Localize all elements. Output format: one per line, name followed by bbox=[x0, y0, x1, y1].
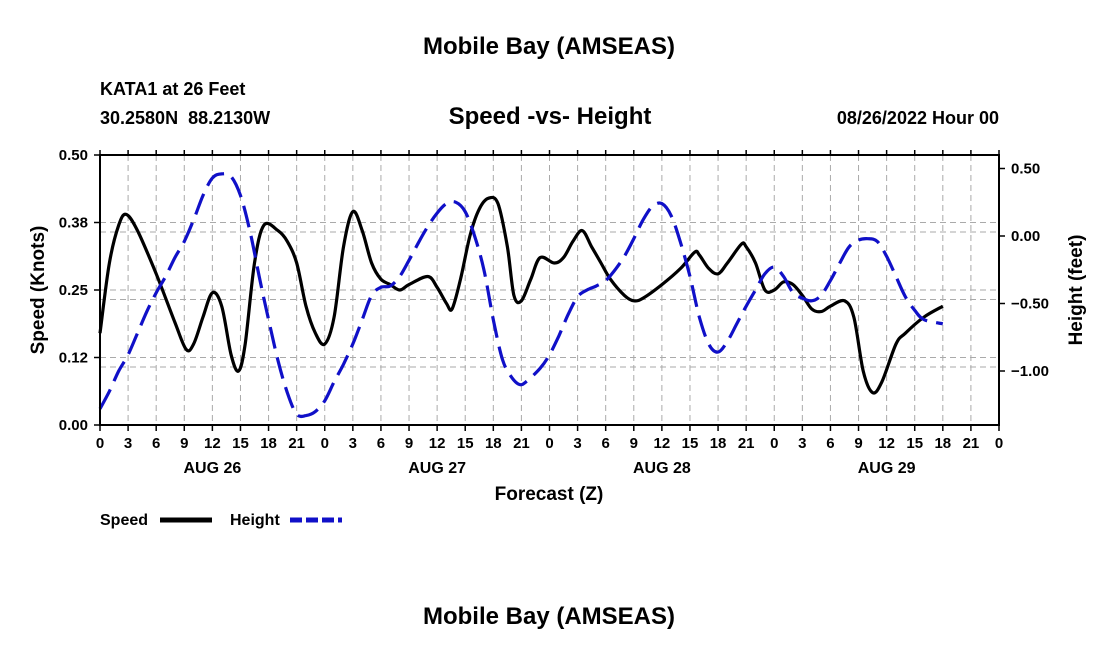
legend: Speed Height bbox=[100, 512, 342, 529]
x-tick-label: 9 bbox=[854, 435, 862, 452]
x-tick-label: 18 bbox=[710, 435, 727, 452]
x-tick-label: 0 bbox=[995, 435, 1003, 452]
y-tick-label: 0.38 bbox=[59, 215, 88, 232]
x-tick-label: 15 bbox=[906, 435, 923, 452]
grid-lines bbox=[100, 155, 999, 425]
x-tick-label: 21 bbox=[963, 435, 980, 452]
x-tick-label: 21 bbox=[738, 435, 755, 452]
legend-height-label: Height bbox=[230, 512, 280, 529]
y2-tick-label: −0.50 bbox=[1011, 296, 1049, 313]
y-tick-label: 0.25 bbox=[59, 282, 88, 299]
y2-tick-label: −1.00 bbox=[1011, 363, 1049, 380]
x-tick-label: 12 bbox=[429, 435, 446, 452]
x-tick-label: 12 bbox=[204, 435, 221, 452]
x-tick-label: 3 bbox=[124, 435, 132, 452]
legend-speed-label: Speed bbox=[100, 512, 148, 529]
station-name: KATA1 at 26 Feet bbox=[100, 79, 245, 99]
x-tick-label: 0 bbox=[545, 435, 553, 452]
y2-tick-label: 0.00 bbox=[1011, 228, 1040, 245]
x-tick-label: 6 bbox=[826, 435, 834, 452]
main-title: Mobile Bay (AMSEAS) bbox=[423, 33, 675, 60]
x-tick-label: 9 bbox=[630, 435, 638, 452]
x-tick-label: 0 bbox=[770, 435, 778, 452]
x-tick-label: 3 bbox=[573, 435, 581, 452]
x-day-label: AUG 29 bbox=[858, 460, 916, 477]
x-tick-label: 6 bbox=[602, 435, 610, 452]
height-series-line bbox=[98, 172, 944, 419]
x-tick-label: 3 bbox=[349, 435, 357, 452]
x-tick-label: 0 bbox=[321, 435, 329, 452]
series-lines bbox=[98, 172, 944, 419]
x-tick-label: 21 bbox=[513, 435, 530, 452]
y-axis-title: Speed (Knots) bbox=[28, 226, 49, 355]
x-tick-label: 15 bbox=[457, 435, 474, 452]
x-tick-label: 15 bbox=[682, 435, 699, 452]
x-tick-label: 6 bbox=[377, 435, 385, 452]
x-day-label: AUG 26 bbox=[183, 460, 241, 477]
axes: 0 3 6 9 12 15 18 21 0 3 6 9 12 15 18 21 0 3 6 9 12 15 18 21 0 3 6 9… bbox=[59, 147, 1049, 477]
x-tick-label: 0 bbox=[96, 435, 104, 452]
y-tick-label: 0.12 bbox=[59, 350, 88, 367]
x-day-label: AUG 28 bbox=[633, 460, 691, 477]
plot-title: Speed -vs- Height bbox=[449, 103, 652, 130]
x-tick-label: 9 bbox=[405, 435, 413, 452]
x-tick-label: 9 bbox=[180, 435, 188, 452]
footer-title: Mobile Bay (AMSEAS) bbox=[423, 603, 675, 630]
station-coords: 30.2580N 88.2130W bbox=[100, 108, 270, 128]
y2-tick-label: 0.50 bbox=[1011, 161, 1040, 178]
x-tick-label: 6 bbox=[152, 435, 160, 452]
x-axis-title: Forecast (Z) bbox=[495, 484, 604, 505]
x-tick-label: 3 bbox=[798, 435, 806, 452]
x-tick-label: 21 bbox=[288, 435, 305, 452]
y-tick-label: 0.50 bbox=[59, 147, 88, 164]
x-tick-label: 18 bbox=[260, 435, 277, 452]
y2-axis-title: Height (feet) bbox=[1066, 235, 1087, 346]
x-tick-label: 18 bbox=[934, 435, 951, 452]
y-tick-label: 0.00 bbox=[59, 417, 88, 434]
x-tick-label: 15 bbox=[232, 435, 249, 452]
x-tick-label: 12 bbox=[654, 435, 671, 452]
forecast-datetime: 08/26/2022 Hour 00 bbox=[837, 108, 999, 128]
x-tick-label: 12 bbox=[878, 435, 895, 452]
x-day-label: AUG 27 bbox=[408, 460, 466, 477]
x-tick-label: 18 bbox=[485, 435, 502, 452]
